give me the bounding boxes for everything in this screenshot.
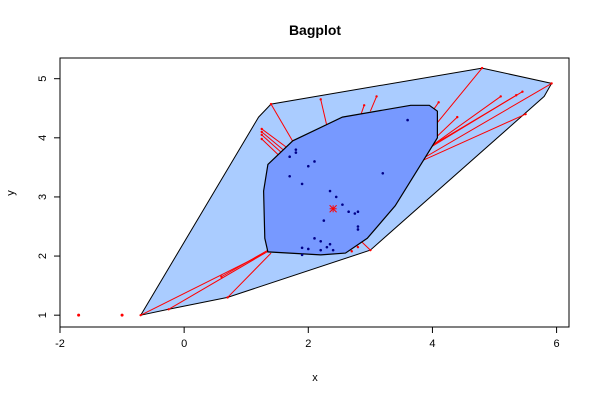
- inner-point: [319, 239, 323, 243]
- outer-point: [375, 95, 378, 98]
- inner-point: [322, 219, 326, 222]
- inner-point: [353, 212, 357, 215]
- y-axis: 1 2 3 4 5: [37, 76, 60, 318]
- outer-point: [499, 95, 502, 98]
- outer-point: [226, 296, 229, 299]
- plot-frame: [59, 57, 570, 328]
- data-points: [77, 66, 553, 317]
- whisker-line: [369, 96, 378, 112]
- inner-point: [288, 174, 291, 178]
- whisker-line: [407, 82, 552, 168]
- outer-point: [139, 313, 142, 317]
- inner-point: [347, 210, 350, 214]
- outer-point: [260, 133, 263, 137]
- inner-point: [300, 182, 304, 186]
- outer-point: [550, 82, 553, 85]
- outer-point: [356, 245, 360, 249]
- inner-point: [325, 245, 329, 249]
- whisker-line: [168, 250, 269, 310]
- inner-point: [356, 210, 360, 214]
- outer-point: [456, 115, 459, 119]
- whisker-line: [261, 138, 281, 158]
- inner-point: [331, 248, 335, 252]
- outer-point: [220, 275, 223, 278]
- whisker-line: [270, 103, 297, 147]
- whisker-line: [140, 252, 266, 316]
- whisker-line: [261, 134, 284, 155]
- inner-point: [334, 195, 338, 199]
- x-tick-label: 4: [429, 338, 435, 350]
- y-tick-label: 2: [37, 253, 49, 259]
- inner-point: [319, 248, 323, 252]
- inner-point: [406, 118, 409, 122]
- outer-point: [521, 90, 524, 93]
- x-tick-label: 6: [554, 338, 560, 350]
- y-tick-label: 4: [37, 135, 49, 141]
- outer-point: [350, 250, 353, 253]
- x-tick-label: -2: [55, 338, 65, 350]
- inner-point: [381, 171, 385, 175]
- outer-point: [515, 94, 518, 97]
- outer-point: [260, 127, 263, 131]
- center-marker: [329, 204, 337, 213]
- outer-point: [369, 248, 372, 252]
- inner-point: [313, 160, 316, 163]
- inner-point: [294, 148, 298, 151]
- bag-hull: [262, 104, 438, 256]
- outlier-point: [120, 313, 124, 317]
- inner-point: [328, 189, 332, 193]
- whisker-line: [360, 105, 365, 115]
- outer-point: [480, 66, 484, 70]
- y-tick-label: 1: [37, 312, 49, 318]
- x-tick-label: 2: [305, 338, 311, 350]
- outer-point: [260, 130, 263, 134]
- outer-point: [269, 102, 273, 106]
- outlier-point: [77, 313, 81, 317]
- chart-title: Bagplot: [289, 22, 341, 38]
- outer-point: [167, 308, 170, 311]
- inner-point: [300, 246, 304, 250]
- whisker-line: [413, 113, 526, 165]
- x-axis-label: x: [312, 372, 318, 384]
- outer-point: [362, 104, 366, 107]
- outer-point: [260, 137, 263, 141]
- x-tick-label: 0: [181, 338, 187, 350]
- whisker-line: [320, 99, 328, 127]
- outer-point: [437, 101, 440, 104]
- whisker-line: [227, 252, 272, 298]
- y-axis-label: y: [5, 190, 17, 196]
- inner-point: [341, 203, 344, 206]
- whisker-line: [419, 91, 523, 154]
- plot-area: [77, 66, 553, 317]
- outer-point: [524, 112, 527, 116]
- center-star-stroke: [329, 204, 337, 213]
- inner-point: [313, 237, 316, 240]
- inner-point: [294, 151, 298, 154]
- x-axis: -2 0 2 4 6: [55, 327, 560, 350]
- inner-point: [306, 247, 310, 251]
- y-tick-label: 5: [37, 76, 49, 82]
- outer-point: [319, 98, 322, 101]
- inner-point: [306, 164, 310, 168]
- whisker-line: [261, 128, 290, 151]
- inner-point: [328, 242, 332, 246]
- whisker-line: [261, 131, 287, 153]
- inner-point: [300, 253, 304, 257]
- whisker-lines: [140, 67, 552, 316]
- inner-point: [356, 228, 360, 231]
- inner-point: [288, 155, 291, 159]
- inner-point: [356, 225, 360, 228]
- y-tick-label: 3: [37, 194, 49, 200]
